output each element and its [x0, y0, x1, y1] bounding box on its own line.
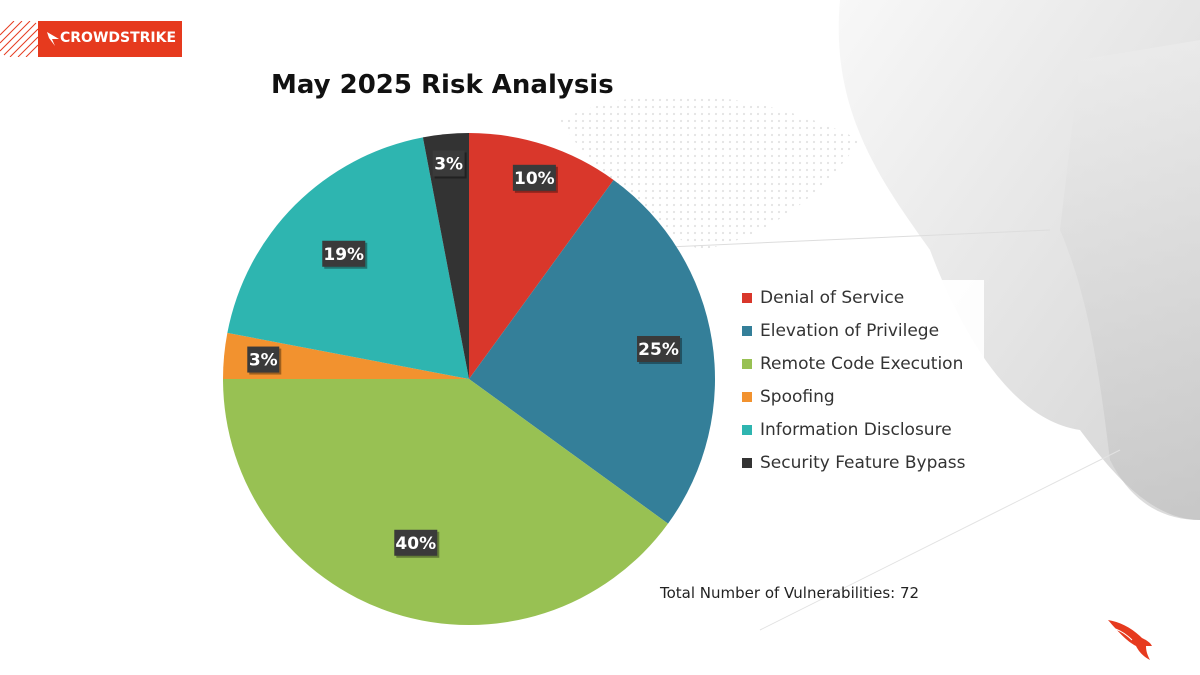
legend-label: Elevation of Privilege	[760, 321, 940, 341]
data-label-box	[322, 240, 366, 267]
crowdstrike-logo: CROWDSTRIKE	[38, 21, 182, 57]
legend-swatch	[742, 293, 752, 303]
legend-label: Denial of Service	[760, 288, 905, 308]
legend-item: Security Feature Bypass	[742, 452, 966, 474]
pie-slice-security-feature-bypass	[422, 133, 469, 379]
legend-item: Remote Code Execution	[742, 353, 963, 375]
data-label-box	[394, 529, 438, 556]
chart-legend: Denial of Service Elevation of Privilege R…	[732, 280, 984, 476]
data-label-box	[432, 150, 465, 177]
falcon-mark-icon	[47, 32, 59, 46]
legend-item: Elevation of Privilege	[742, 320, 939, 342]
data-label: 40%	[395, 534, 436, 554]
data-label-box	[512, 164, 556, 191]
legend-label: Information Disclosure	[760, 420, 952, 440]
data-label: 3%	[249, 351, 278, 371]
pie-slice-elevation-of-privilege	[469, 179, 715, 524]
data-label: 19%	[323, 245, 364, 265]
total-vulnerabilities: Total Number of Vulnerabilities: 72	[660, 584, 920, 602]
legend-label: Security Feature Bypass	[760, 453, 966, 473]
legend-item: Denial of Service	[742, 287, 904, 309]
diagonal-hatch-icon	[0, 21, 38, 57]
crowdstrike-falcon-icon	[1108, 620, 1152, 660]
legend-swatch	[742, 458, 752, 468]
pie-slice-spoofing	[223, 332, 469, 379]
legend-label: Spoofing	[760, 387, 835, 407]
data-label: 25%	[638, 340, 679, 360]
legend-swatch	[742, 359, 752, 369]
data-label: 10%	[514, 169, 555, 189]
legend-item: Spoofing	[742, 386, 835, 408]
pie-slice-denial-of-service	[469, 133, 614, 379]
legend-swatch	[742, 392, 752, 402]
data-label: 3%	[434, 154, 463, 174]
data-label-box	[637, 335, 681, 362]
data-label-box	[247, 346, 280, 373]
chart-title: May 2025 Risk Analysis	[271, 70, 614, 100]
pie-slice-remote-code-execution	[223, 379, 669, 625]
legend-item: Information Disclosure	[742, 419, 952, 441]
legend-label: Remote Code Execution	[760, 354, 964, 374]
legend-swatch	[742, 425, 752, 435]
legend-swatch	[742, 326, 752, 336]
brand-name: CROWDSTRIKE	[60, 30, 177, 46]
